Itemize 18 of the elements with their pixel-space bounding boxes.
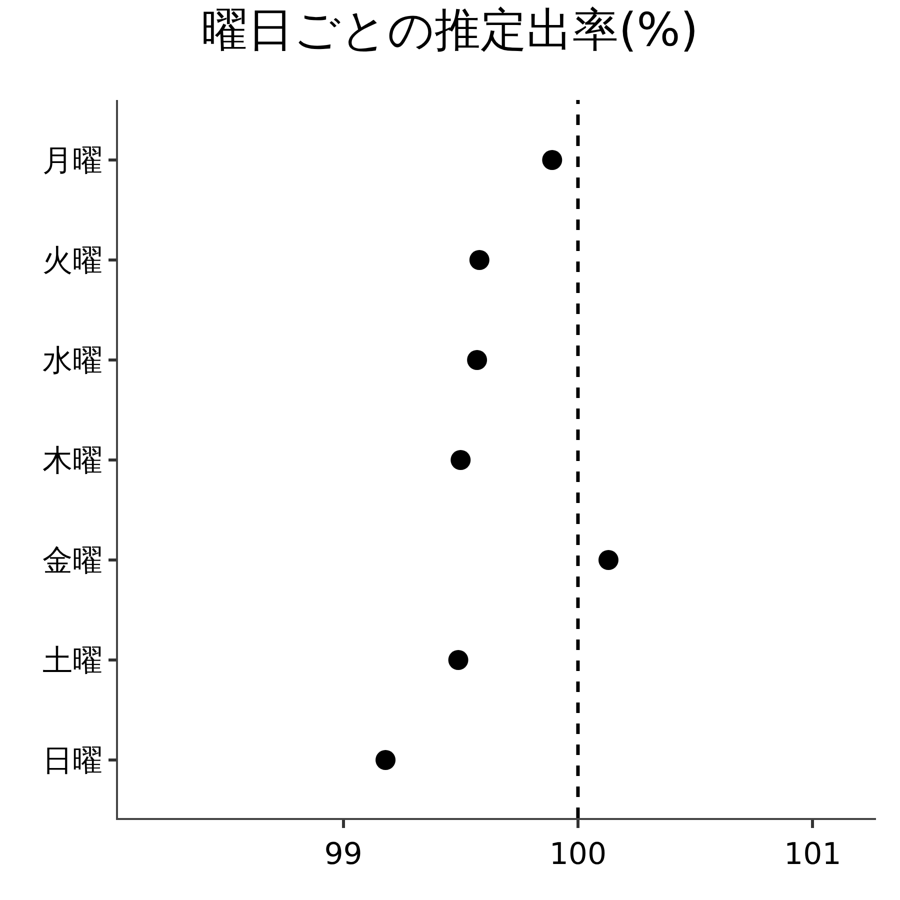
point xyxy=(448,650,468,670)
x-tick-label: 101 xyxy=(784,836,842,872)
y-tick-label: 水曜 xyxy=(42,344,102,378)
point xyxy=(376,750,396,770)
x-tick-label: 99 xyxy=(324,836,362,872)
y-tick-label: 月曜 xyxy=(42,144,102,178)
y-tick-label: 日曜 xyxy=(42,744,102,778)
y-tick-label: 土曜 xyxy=(42,644,102,678)
y-tick-label: 金曜 xyxy=(42,544,102,578)
y-tick-label: 木曜 xyxy=(42,444,102,478)
point xyxy=(450,450,471,470)
y-tick-label: 火曜 xyxy=(42,244,102,278)
point xyxy=(469,250,490,270)
x-tick-label: 100 xyxy=(549,836,607,872)
point xyxy=(542,150,562,170)
chart-title: 曜日ごとの推定出率(%) xyxy=(202,2,698,57)
point xyxy=(467,350,488,370)
point xyxy=(598,550,618,570)
